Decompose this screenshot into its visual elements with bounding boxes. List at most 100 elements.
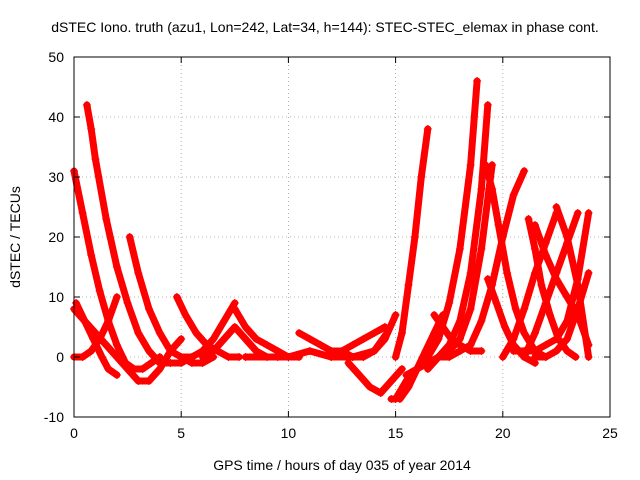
data-point xyxy=(466,269,475,277)
data-point xyxy=(410,233,419,241)
data-point xyxy=(520,329,529,337)
data-point xyxy=(531,221,539,229)
y-axis-label: dSTEC / TECUs xyxy=(7,186,23,288)
data-point xyxy=(483,275,492,283)
data-point xyxy=(209,347,218,355)
x-tick-label: 0 xyxy=(70,425,78,441)
data-point xyxy=(344,359,353,367)
data-point xyxy=(370,347,379,355)
data-point xyxy=(481,161,490,169)
satellite-arc xyxy=(344,359,406,397)
data-point xyxy=(91,155,100,163)
arc-line xyxy=(344,359,406,397)
data-point xyxy=(391,353,400,361)
satellite-arc xyxy=(348,311,400,361)
data-point xyxy=(423,353,432,361)
data-point xyxy=(488,185,497,193)
data-point xyxy=(365,383,374,391)
data-point xyxy=(284,353,293,361)
arc-line xyxy=(499,209,560,361)
data-point xyxy=(134,377,143,385)
data-point xyxy=(181,311,190,319)
data-point xyxy=(198,353,207,361)
data-point xyxy=(220,335,229,343)
data-point xyxy=(445,299,454,307)
data-point xyxy=(455,317,464,325)
data-point xyxy=(220,317,229,325)
x-tick-labels: 0 5 10 15 20 25 xyxy=(70,425,618,441)
plot-frame xyxy=(73,56,611,418)
y-tick-label: -10 xyxy=(44,409,64,425)
data-point xyxy=(584,353,593,361)
data-point xyxy=(509,191,518,199)
data-point xyxy=(112,341,121,349)
data-point xyxy=(430,311,439,319)
data-point xyxy=(305,347,314,355)
data-point xyxy=(104,317,113,325)
arc-line xyxy=(177,299,239,361)
data-point xyxy=(541,251,550,259)
data-point xyxy=(112,263,121,271)
data-point xyxy=(477,317,486,325)
data-point xyxy=(398,365,406,373)
data-point xyxy=(104,365,113,373)
satellite-arc xyxy=(552,203,593,361)
satellite-arc xyxy=(72,299,121,379)
data-point xyxy=(498,353,507,361)
data-point xyxy=(112,353,121,361)
data-point xyxy=(327,353,336,361)
data-point xyxy=(224,353,233,361)
data-point xyxy=(230,305,239,313)
data-point xyxy=(112,293,121,301)
data-point xyxy=(524,215,533,223)
data-point xyxy=(305,335,314,343)
data-point xyxy=(295,329,304,337)
data-point xyxy=(241,353,250,361)
y-tick-label: 40 xyxy=(48,109,64,125)
data-point xyxy=(531,245,539,253)
data-point xyxy=(355,371,364,379)
y-tick-label: 20 xyxy=(48,229,64,245)
data-point xyxy=(387,377,396,385)
data-point xyxy=(541,341,550,349)
data-point xyxy=(134,329,143,337)
data-point xyxy=(537,281,546,289)
data-point xyxy=(125,233,134,241)
data-point xyxy=(102,341,111,349)
data-point xyxy=(563,317,572,325)
data-point xyxy=(145,305,153,313)
data-point xyxy=(177,353,186,361)
data-point xyxy=(402,371,411,379)
data-point xyxy=(500,323,509,331)
data-point xyxy=(145,377,153,385)
data-point xyxy=(263,341,271,349)
data-point xyxy=(434,353,443,361)
data-point xyxy=(72,299,81,307)
data-point xyxy=(492,299,501,307)
data-point xyxy=(552,269,561,277)
x-tick-label: 25 xyxy=(602,425,618,441)
data-point xyxy=(97,353,106,361)
data-point xyxy=(241,335,250,343)
data-point xyxy=(95,287,104,295)
data-point xyxy=(102,215,111,223)
data-point xyxy=(263,353,271,361)
data-point xyxy=(155,365,164,373)
data-point xyxy=(509,347,518,355)
data-point xyxy=(172,293,181,301)
data-point xyxy=(145,347,153,355)
data-point xyxy=(177,335,186,343)
data-point xyxy=(87,251,96,259)
data-point xyxy=(477,185,486,193)
data-point xyxy=(147,359,156,367)
data-point xyxy=(503,269,512,277)
data-point xyxy=(473,77,482,85)
data-point xyxy=(552,347,561,355)
data-point xyxy=(541,353,550,361)
data-point xyxy=(78,209,87,217)
data-point xyxy=(447,335,456,343)
data-point xyxy=(404,383,413,391)
data-point xyxy=(466,161,475,169)
data-point xyxy=(423,125,432,133)
y-tick-label: 30 xyxy=(48,169,64,185)
